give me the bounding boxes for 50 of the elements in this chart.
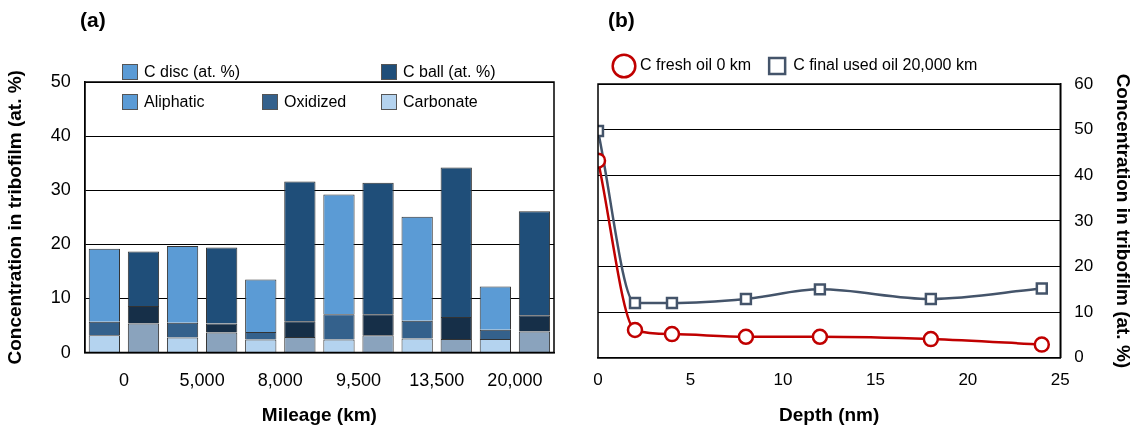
x-tick-label: 5,000 bbox=[179, 370, 225, 391]
y-tick-label: 40 bbox=[50, 125, 71, 146]
y2-tick-label: 40 bbox=[1074, 164, 1094, 184]
legend-label: Carbonate bbox=[403, 93, 478, 111]
x-tick-label: 20 bbox=[958, 369, 978, 389]
x-tick-label: 25 bbox=[1050, 369, 1070, 389]
text: C disc (at. %) bbox=[144, 63, 241, 81]
point bbox=[663, 325, 681, 343]
point bbox=[922, 330, 940, 348]
point bbox=[1035, 282, 1048, 295]
y2-tick-label: 20 bbox=[1074, 256, 1094, 276]
point bbox=[1033, 336, 1051, 353]
legend-label: C final used oil 20,000 km bbox=[793, 56, 978, 74]
y2-tick-label: 60 bbox=[1074, 73, 1094, 93]
y2-tick-label: 10 bbox=[1074, 301, 1094, 321]
y2-tick-label: 50 bbox=[1074, 119, 1094, 139]
chart-title: (b) bbox=[608, 8, 635, 32]
legend-label: Oxidized bbox=[284, 93, 347, 111]
x-tick-label: 20,000 bbox=[487, 370, 543, 391]
x-tick-label: 5 bbox=[685, 369, 696, 389]
x-tick-label: 15 bbox=[865, 369, 885, 389]
point bbox=[811, 328, 829, 346]
point bbox=[628, 296, 642, 310]
y-tick-label: 0 bbox=[60, 341, 71, 362]
point bbox=[626, 321, 644, 339]
y2-tick-label: 30 bbox=[1074, 210, 1094, 230]
text: C ball (at. %) bbox=[403, 63, 496, 81]
x-tick-label: 0 bbox=[593, 369, 603, 389]
x-tick-label: 10 bbox=[773, 369, 793, 389]
y2-axis-title: Concentration in tribofilm (at. %) bbox=[1113, 73, 1135, 369]
point bbox=[739, 292, 753, 306]
x-axis-title: Depth (nm) bbox=[779, 403, 880, 425]
x-tick-label: 13,500 bbox=[409, 370, 465, 391]
y2-tick-label: 0 bbox=[1074, 347, 1084, 367]
chart-title: (a) bbox=[80, 8, 106, 32]
point bbox=[924, 292, 938, 306]
x-tick-label: 8,000 bbox=[257, 370, 303, 391]
x-tick-label: 9,500 bbox=[335, 370, 382, 391]
point bbox=[813, 283, 827, 296]
x-axis-title: Mileage (km) bbox=[261, 403, 377, 425]
y-tick-label: 50 bbox=[50, 70, 71, 91]
point bbox=[665, 296, 679, 310]
x-tick-label: 0 bbox=[118, 370, 129, 391]
y-tick-label: 10 bbox=[50, 287, 71, 308]
y-tick-label: 30 bbox=[50, 179, 71, 200]
legend-label: C fresh oil 0 km bbox=[640, 56, 752, 74]
point bbox=[737, 328, 755, 346]
legend-label: Aliphatic bbox=[144, 93, 205, 111]
y-axis-title: Concentration in tribofilm (at. %) bbox=[3, 70, 25, 365]
y-tick-label: 20 bbox=[50, 233, 71, 254]
